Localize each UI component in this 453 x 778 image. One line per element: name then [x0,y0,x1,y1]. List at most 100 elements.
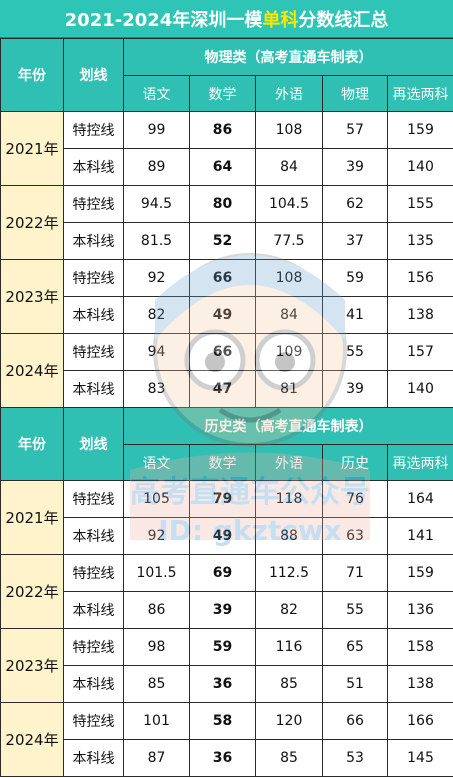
score-cell: 112.5 [255,554,323,592]
subject-header: 数学 [189,444,256,481]
score-cell: 85 [255,665,323,703]
subject-header: 再选两科 [386,444,453,481]
history-section-header: 历史类（高考直通车制表） [122,407,453,445]
line-type-cell: 特控线 [63,480,124,518]
subject-header: 外语 [255,444,323,481]
score-cell: 71 [322,554,388,592]
score-cell: 118 [255,480,323,518]
score-cell: 66 [322,702,388,740]
score-cell: 82 [123,296,190,334]
score-cell: 85 [255,739,323,777]
table-row: 2022年 特控线 101.5 69 112.5 71 159 [0,554,453,629]
physics-section-header: 物理类（高考直通车制表） [122,38,453,76]
score-cell: 36 [189,739,256,777]
page-title: 2021-2024年深圳一模 单科 分数线汇总 [0,0,453,38]
score-cell: 76 [322,480,388,518]
score-cell: 63 [322,517,388,555]
score-cell: 84 [255,296,323,334]
score-cell: 136 [386,591,453,629]
score-cell: 55 [322,333,388,371]
score-cell: 89 [123,148,190,186]
history-subject-header-row: 语文 数学 外语 历史 再选两科 [1,444,453,481]
score-cell: 82 [255,591,323,629]
line-type-cell: 特控线 [63,259,124,297]
table-row: 本科线 92 49 88 63 141 [1,517,453,555]
table-row: 本科线 87 36 85 53 145 [1,739,453,777]
score-cell: 98 [123,628,190,666]
score-cell: 51 [322,665,388,703]
score-cell: 81 [255,370,323,408]
score-cell: 39 [322,148,388,186]
physics-section: 年份 划线 物理类（高考直通车制表） 语文 数学 外语 物理 再选两科 2021年 特控线… [0,38,453,408]
score-cell: 41 [322,296,388,334]
table-row: 2024年 特控线 94 66 109 55 157 [0,333,453,408]
score-cell: 80 [189,185,256,223]
line-type-cell: 本科线 [63,296,124,334]
score-cell: 92 [123,517,190,555]
subject-header: 物理 [322,75,388,112]
score-cell: 164 [386,480,453,518]
score-cell: 108 [255,111,323,149]
line-type-cell: 本科线 [63,370,124,408]
score-cell: 145 [386,739,453,777]
score-cell: 101.5 [123,554,190,592]
table-row: 2023年 特控线 98 59 116 65 158 [0,628,453,703]
score-cell: 69 [189,554,256,592]
physics-subject-header-row: 语文 数学 外语 物理 再选两科 [1,75,453,112]
title-suffix: 分数线汇总 [298,9,389,31]
score-cell: 86 [189,111,256,149]
history-section: 年份 划线 历史类（高考直通车制表） 语文 数学 外语 历史 再选两科 2021年 特控线… [0,407,453,777]
score-cell: 99 [123,111,190,149]
subject-header: 外语 [255,75,323,112]
score-cell: 58 [189,702,256,740]
score-cell: 79 [189,480,256,518]
table-row: 2022年 特控线 94.5 80 104.5 62 155 [0,185,453,260]
score-cell: 37 [322,222,388,260]
score-cell: 88 [255,517,323,555]
score-cell: 77.5 [255,222,323,260]
table-row: 本科线 85 36 85 51 138 [1,665,453,703]
score-cell: 49 [189,517,256,555]
score-cell: 39 [189,591,256,629]
subject-header: 再选两科 [386,75,453,112]
score-cell: 138 [386,665,453,703]
score-cell: 94.5 [123,185,190,223]
score-cell: 86 [123,591,190,629]
table-row: 本科线 89 64 84 39 140 [1,148,453,186]
year-cell: 2022年 [0,554,64,629]
score-cell: 84 [255,148,323,186]
score-cell: 159 [386,111,453,149]
title-highlight: 单科 [262,9,299,31]
score-cell: 141 [386,517,453,555]
score-cell: 94 [123,333,190,371]
score-cell: 87 [123,739,190,777]
year-cell: 2021年 [0,480,64,555]
score-cell: 55 [322,591,388,629]
line-type-cell: 本科线 [63,148,124,186]
line-type-cell: 本科线 [63,739,124,777]
score-cell: 59 [189,628,256,666]
subject-header: 语文 [123,444,190,481]
score-cell: 166 [386,702,453,740]
score-cell: 108 [255,259,323,297]
score-cell: 83 [123,370,190,408]
table-row: 2023年 特控线 92 66 108 59 156 [0,259,453,334]
score-cell: 85 [123,665,190,703]
line-type-cell: 特控线 [63,628,124,666]
line-type-cell: 特控线 [63,554,124,592]
score-cell: 155 [386,185,453,223]
score-cell: 105 [123,480,190,518]
line-type-cell: 特控线 [63,333,124,371]
score-cell: 65 [322,628,388,666]
year-header: 年份 [0,38,64,112]
table-row: 本科线 82 49 84 41 138 [1,296,453,334]
year-cell: 2024年 [0,333,64,408]
table-row: 本科线 86 39 82 55 136 [1,591,453,629]
year-cell: 2023年 [0,259,64,334]
score-cell: 138 [386,296,453,334]
score-cell: 47 [189,370,256,408]
table-row: 本科线 81.5 52 77.5 37 135 [1,222,453,260]
score-cell: 156 [386,259,453,297]
line-type-cell: 本科线 [63,591,124,629]
score-cell: 52 [189,222,256,260]
